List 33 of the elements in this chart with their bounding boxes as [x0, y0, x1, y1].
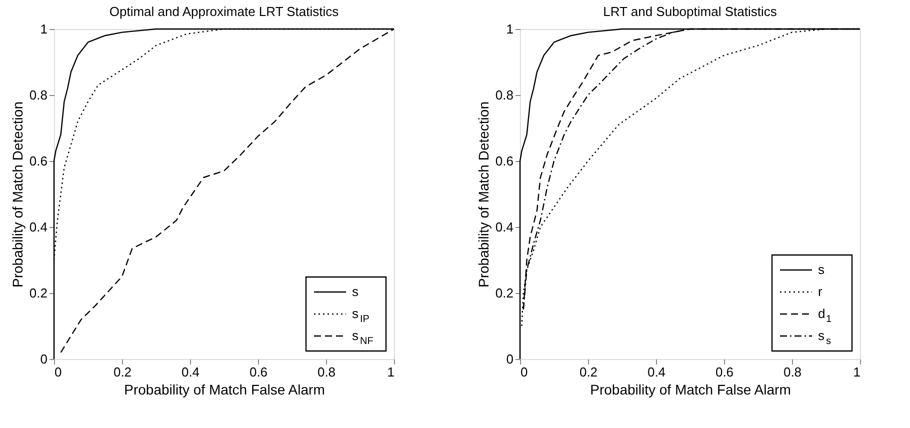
- x-tick-label: 0.4: [647, 364, 666, 380]
- y-tick-label: 0.4: [495, 220, 514, 234]
- x-tick-label: 1: [387, 364, 394, 380]
- x-tick-label: 0.6: [715, 364, 734, 380]
- x-tick-label: 0.6: [249, 364, 268, 380]
- legend-label: r: [818, 284, 823, 299]
- x-axis-title: Probability of Match False Alarm: [590, 382, 791, 398]
- y-tick-label: 1: [40, 22, 48, 36]
- x-tick-label: 0.2: [113, 364, 132, 380]
- x-tick-label: 1: [853, 364, 860, 380]
- x-tick-label: 0.4: [181, 364, 200, 380]
- x-axis-title: Probability of Match False Alarm: [124, 382, 325, 398]
- legend-label: s: [352, 284, 359, 299]
- y-tick-label: 0.8: [29, 88, 48, 102]
- y-tick-label: 1: [506, 22, 514, 36]
- chart-title: LRT and Suboptimal Statistics: [603, 4, 778, 19]
- y-tick-label: 0: [40, 352, 48, 366]
- y-tick-label: 0.8: [495, 88, 514, 102]
- chart-title: Optimal and Approximate LRT Statistics: [109, 4, 340, 19]
- y-axis-title: Probability of Match Detection: [9, 102, 26, 288]
- x-tick-label: 0.2: [579, 364, 598, 380]
- y-tick-label: 0: [506, 352, 514, 366]
- y-tick-label: 0.6: [495, 154, 514, 168]
- x-tick-label: 0: [54, 364, 62, 380]
- x-tick-label: 0.8: [317, 364, 336, 380]
- y-tick-label: 0.2: [495, 286, 514, 300]
- x-tick-label: 0.8: [783, 364, 802, 380]
- x-tick-label: 0: [520, 364, 528, 380]
- legend-label: s: [818, 262, 825, 277]
- y-axis-title: Probability of Match Detection: [475, 102, 492, 288]
- y-tick-label: 0.6: [29, 154, 48, 168]
- y-tick-label: 0.4: [29, 220, 48, 234]
- y-tick-label: 0.2: [29, 286, 48, 300]
